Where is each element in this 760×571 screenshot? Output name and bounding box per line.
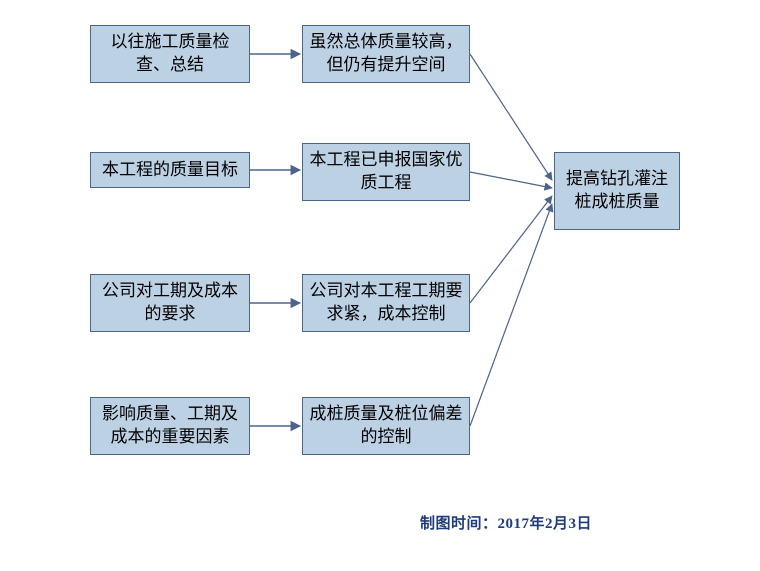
node-l2-label: 本工程的质量目标 [102, 159, 238, 182]
edge-m1-r [470, 54, 552, 180]
footer-timestamp-text: 制图时间：2017年2月3日 [420, 516, 592, 532]
node-m3: 公司对本工程工期要求紧，成本控制 [302, 274, 470, 332]
node-l4: 影响质量、工期及成本的重要因素 [90, 397, 250, 455]
edge-m3-r [470, 196, 552, 303]
node-m1-label: 虽然总体质量较高，但仍有提升空间 [309, 31, 463, 77]
footer-timestamp: 制图时间：2017年2月3日 [420, 512, 592, 533]
node-m2: 本工程已申报国家优质工程 [302, 143, 470, 201]
node-l1-label: 以往施工质量检查、总结 [97, 31, 243, 77]
node-l3-label: 公司对工期及成本的要求 [97, 280, 243, 326]
node-m4: 成桩质量及桩位偏差的控制 [302, 397, 470, 455]
node-result-label: 提高钻孔灌注桩成桩质量 [561, 168, 673, 214]
node-m4-label: 成桩质量及桩位偏差的控制 [309, 403, 463, 449]
node-result: 提高钻孔灌注桩成桩质量 [554, 152, 680, 230]
edge-m4-r [470, 204, 552, 426]
node-l4-label: 影响质量、工期及成本的重要因素 [97, 403, 243, 449]
node-m2-label: 本工程已申报国家优质工程 [309, 149, 463, 195]
node-m1: 虽然总体质量较高，但仍有提升空间 [302, 25, 470, 83]
node-l3: 公司对工期及成本的要求 [90, 274, 250, 332]
node-l2: 本工程的质量目标 [90, 152, 250, 188]
edge-m2-r [470, 172, 552, 188]
node-l1: 以往施工质量检查、总结 [90, 25, 250, 83]
node-m3-label: 公司对本工程工期要求紧，成本控制 [309, 280, 463, 326]
